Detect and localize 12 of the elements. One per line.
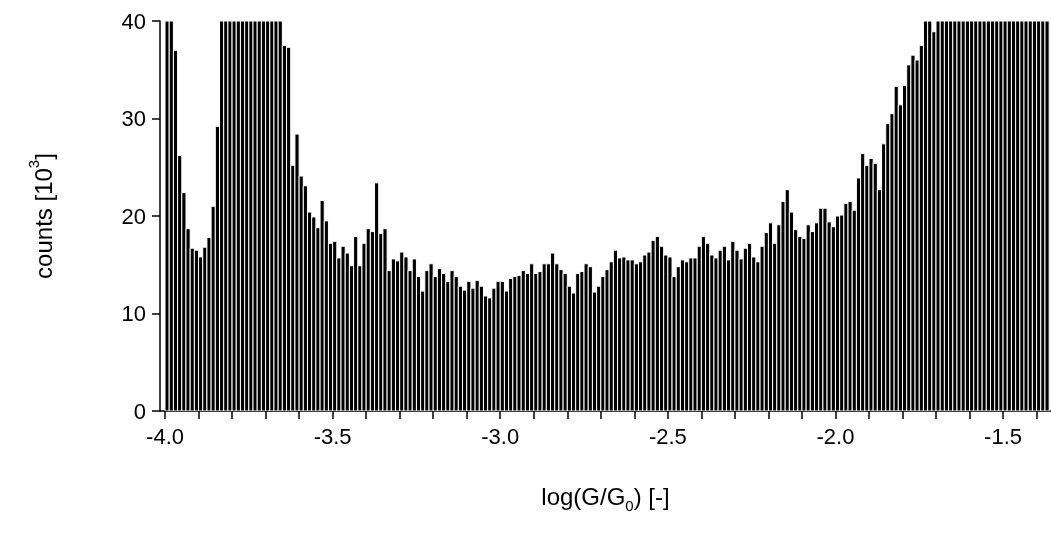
y-axis-title: counts [103] bbox=[25, 153, 57, 279]
x-tick-label: -1.5 bbox=[984, 423, 1023, 449]
x-tick-label: -2.5 bbox=[648, 423, 687, 449]
y-tick-label: 20 bbox=[121, 203, 146, 229]
y-tick-label: 10 bbox=[121, 301, 146, 326]
y-tick-label: 30 bbox=[121, 106, 146, 131]
y-tick-label: 0 bbox=[133, 398, 146, 424]
x-tick-label: -3.0 bbox=[481, 423, 520, 449]
x-tick-label: -4.0 bbox=[146, 423, 184, 449]
x-tick-label: -2.0 bbox=[816, 423, 855, 449]
y-tick-label: 40 bbox=[121, 8, 146, 34]
x-tick-label: -3.5 bbox=[313, 423, 352, 449]
